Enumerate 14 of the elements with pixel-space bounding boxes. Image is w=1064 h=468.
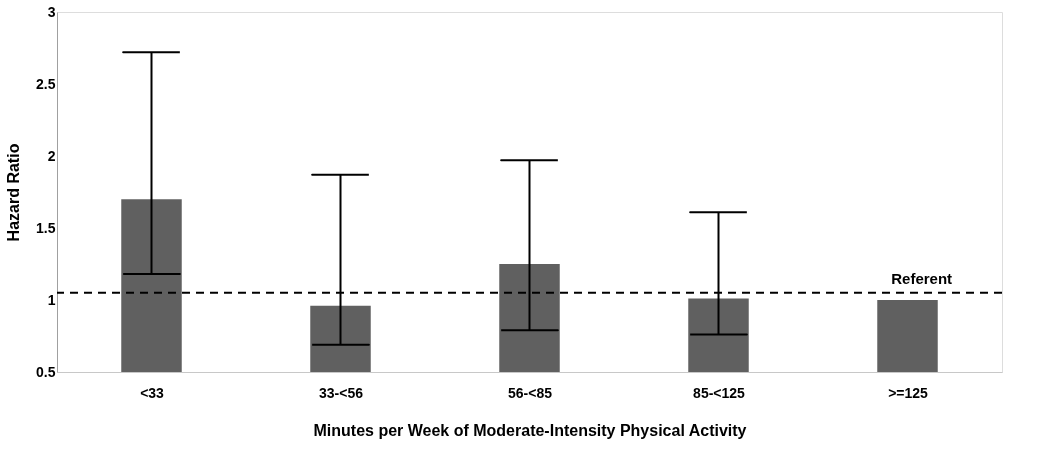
y-tick-label: 1 xyxy=(47,291,56,308)
x-axis-title: Minutes per Week of Moderate-Intensity Physical Activity xyxy=(313,421,747,439)
x-tick-label: <33 xyxy=(140,384,165,401)
y-tick-label: 2 xyxy=(47,147,56,164)
y-tick-label: 1.5 xyxy=(36,219,56,236)
y-axis-title: Hazard Ratio xyxy=(5,143,23,242)
y-tick-label: 2.5 xyxy=(36,75,56,92)
ref-line-label: Referent xyxy=(891,269,953,287)
y-tick-label: 3 xyxy=(47,3,56,20)
x-tick-label: >=125 xyxy=(888,384,929,401)
y-tick-label: 0.5 xyxy=(36,363,56,380)
x-tick-label: 56-<85 xyxy=(508,384,553,401)
x-tick-label: 85-<125 xyxy=(693,384,746,401)
x-tick-label: 33-<56 xyxy=(319,384,364,401)
